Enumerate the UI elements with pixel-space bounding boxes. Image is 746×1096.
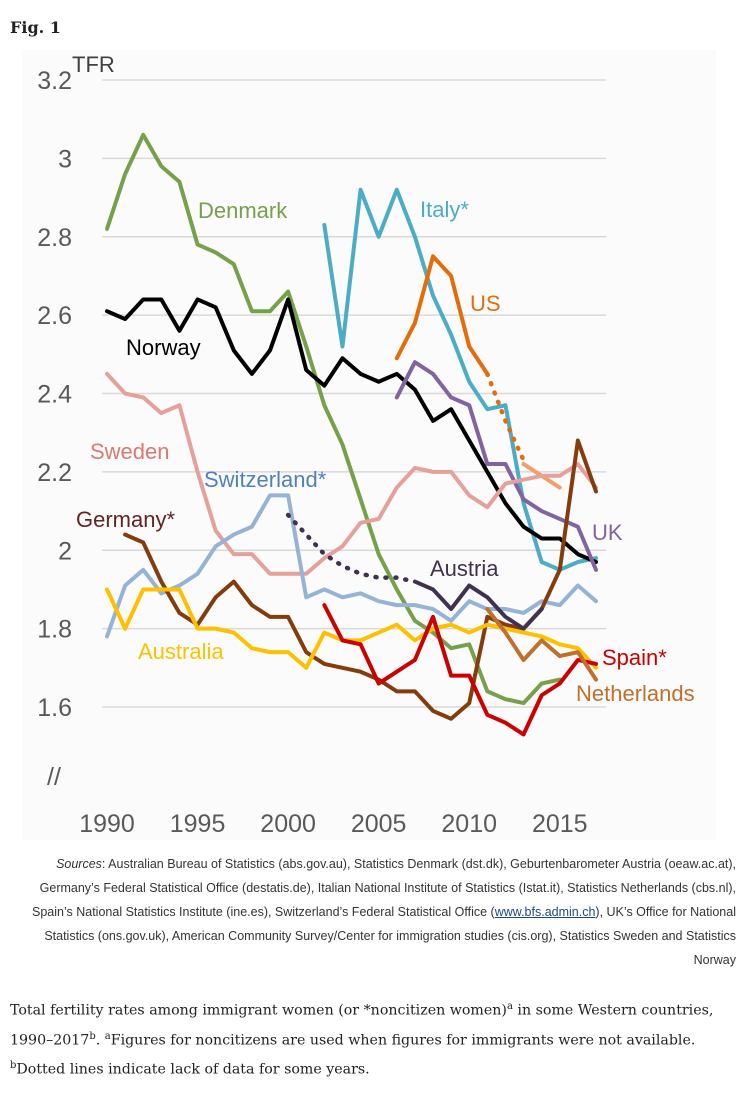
series-line-germany [123,438,598,721]
caption-sup-a: a [506,1001,513,1012]
caption-part-4: Figures for noncitizens are used when fi… [110,1032,696,1049]
y-tick-3: 3 [58,145,72,173]
series-line-uk [394,360,598,572]
caption-part-2: in some Western countries, 1990–2017 [10,1002,714,1049]
series-line-denmark [105,132,562,706]
y-tick-1.8: 1.8 [37,616,72,644]
sources-text-1: : Australian Bureau of Statistics (abs.g… [31,857,736,919]
chart-svg: 3.2 3 2.8 2.6 2.4 2.2 2 1.8 1.6 1990 1995 2000 2005… [37,52,695,838]
y-tick-3.2: 3.2 [37,67,72,95]
x-tick-2005: 2005 [351,810,407,838]
series-line-spain [322,603,598,737]
series-line-sweden [105,371,598,576]
y-tick-1.6: 1.6 [37,694,72,722]
y-tick-2.6: 2.6 [37,302,72,330]
y-tick-2.4: 2.4 [37,381,72,409]
series-lines [105,132,598,737]
series-label-austria: Austria [430,556,499,581]
series-labels: Denmark Italy* US Norway Sweden Switzerland* G… [76,197,695,706]
series-line-switzerland [105,493,598,639]
series-label-australia: Australia [138,639,224,664]
sources-text-2: ), UK’s Office for National Statistics (… [44,905,736,967]
figure-caption: Total fertility rates among immigrant wo… [10,994,738,1083]
y-tick-labels: 3.2 3 2.8 2.6 2.4 2.2 2 1.8 1.6 [37,67,72,722]
series-label-germany: Germany* [76,507,175,532]
x-tick-1990: 1990 [79,810,135,838]
series-line-norway [105,297,598,565]
series-label-norway: Norway [126,335,201,360]
series-label-uk: UK [592,520,623,545]
caption-part-1: Total fertility rates among immigrant wo… [10,1002,507,1019]
caption-sup-a2: a [104,1030,111,1042]
x-tick-labels: 1990 1995 2000 2005 2010 2015 [79,810,587,838]
series-label-us: US [470,291,501,316]
series-line-netherlands [485,607,598,682]
series-line-italy [322,187,598,572]
sources-note: Sources: Australian Bureau of Statistics… [30,852,736,972]
series-label-netherlands: Netherlands [576,681,695,706]
series-label-switzerland: Switzerland* [204,467,327,492]
series-label-spain: Spain* [602,645,667,670]
caption-part-3: . [95,1032,105,1049]
bfs-link[interactable]: www.bfs.admin.ch [494,905,596,919]
y-tick-2.8: 2.8 [37,224,72,252]
sources-label: Sources [56,857,102,871]
axis-break-mark: // [47,763,61,791]
x-tick-2000: 2000 [260,810,316,838]
caption-sup-b2: b [10,1060,17,1072]
x-tick-2010: 2010 [441,810,497,838]
y-tick-2.2: 2.2 [37,459,72,487]
series-dotted-austria [285,512,418,584]
y-axis-label: TFR [72,52,115,77]
series-label-italy: Italy* [420,197,469,222]
series-dotted-us [485,371,526,463]
series-label-denmark: Denmark [198,198,288,223]
x-tick-2015: 2015 [532,810,588,838]
gridlines [102,79,606,708]
x-tick-1995: 1995 [170,810,226,838]
series-line-us [394,254,490,376]
axis-break-icon: // [47,763,61,791]
y-tick-2: 2 [58,537,72,565]
caption-sup-b: b [89,1030,96,1042]
fertility-chart: 3.2 3 2.8 2.6 2.4 2.2 2 1.8 1.6 1990 1995 2000 2005… [22,50,716,840]
series-label-sweden: Sweden [90,439,170,464]
series-line-austria [412,579,544,631]
caption-part-5: Dotted lines indicate lack of data for s… [16,1062,370,1079]
figure-label: Fig. 1 [10,18,61,37]
